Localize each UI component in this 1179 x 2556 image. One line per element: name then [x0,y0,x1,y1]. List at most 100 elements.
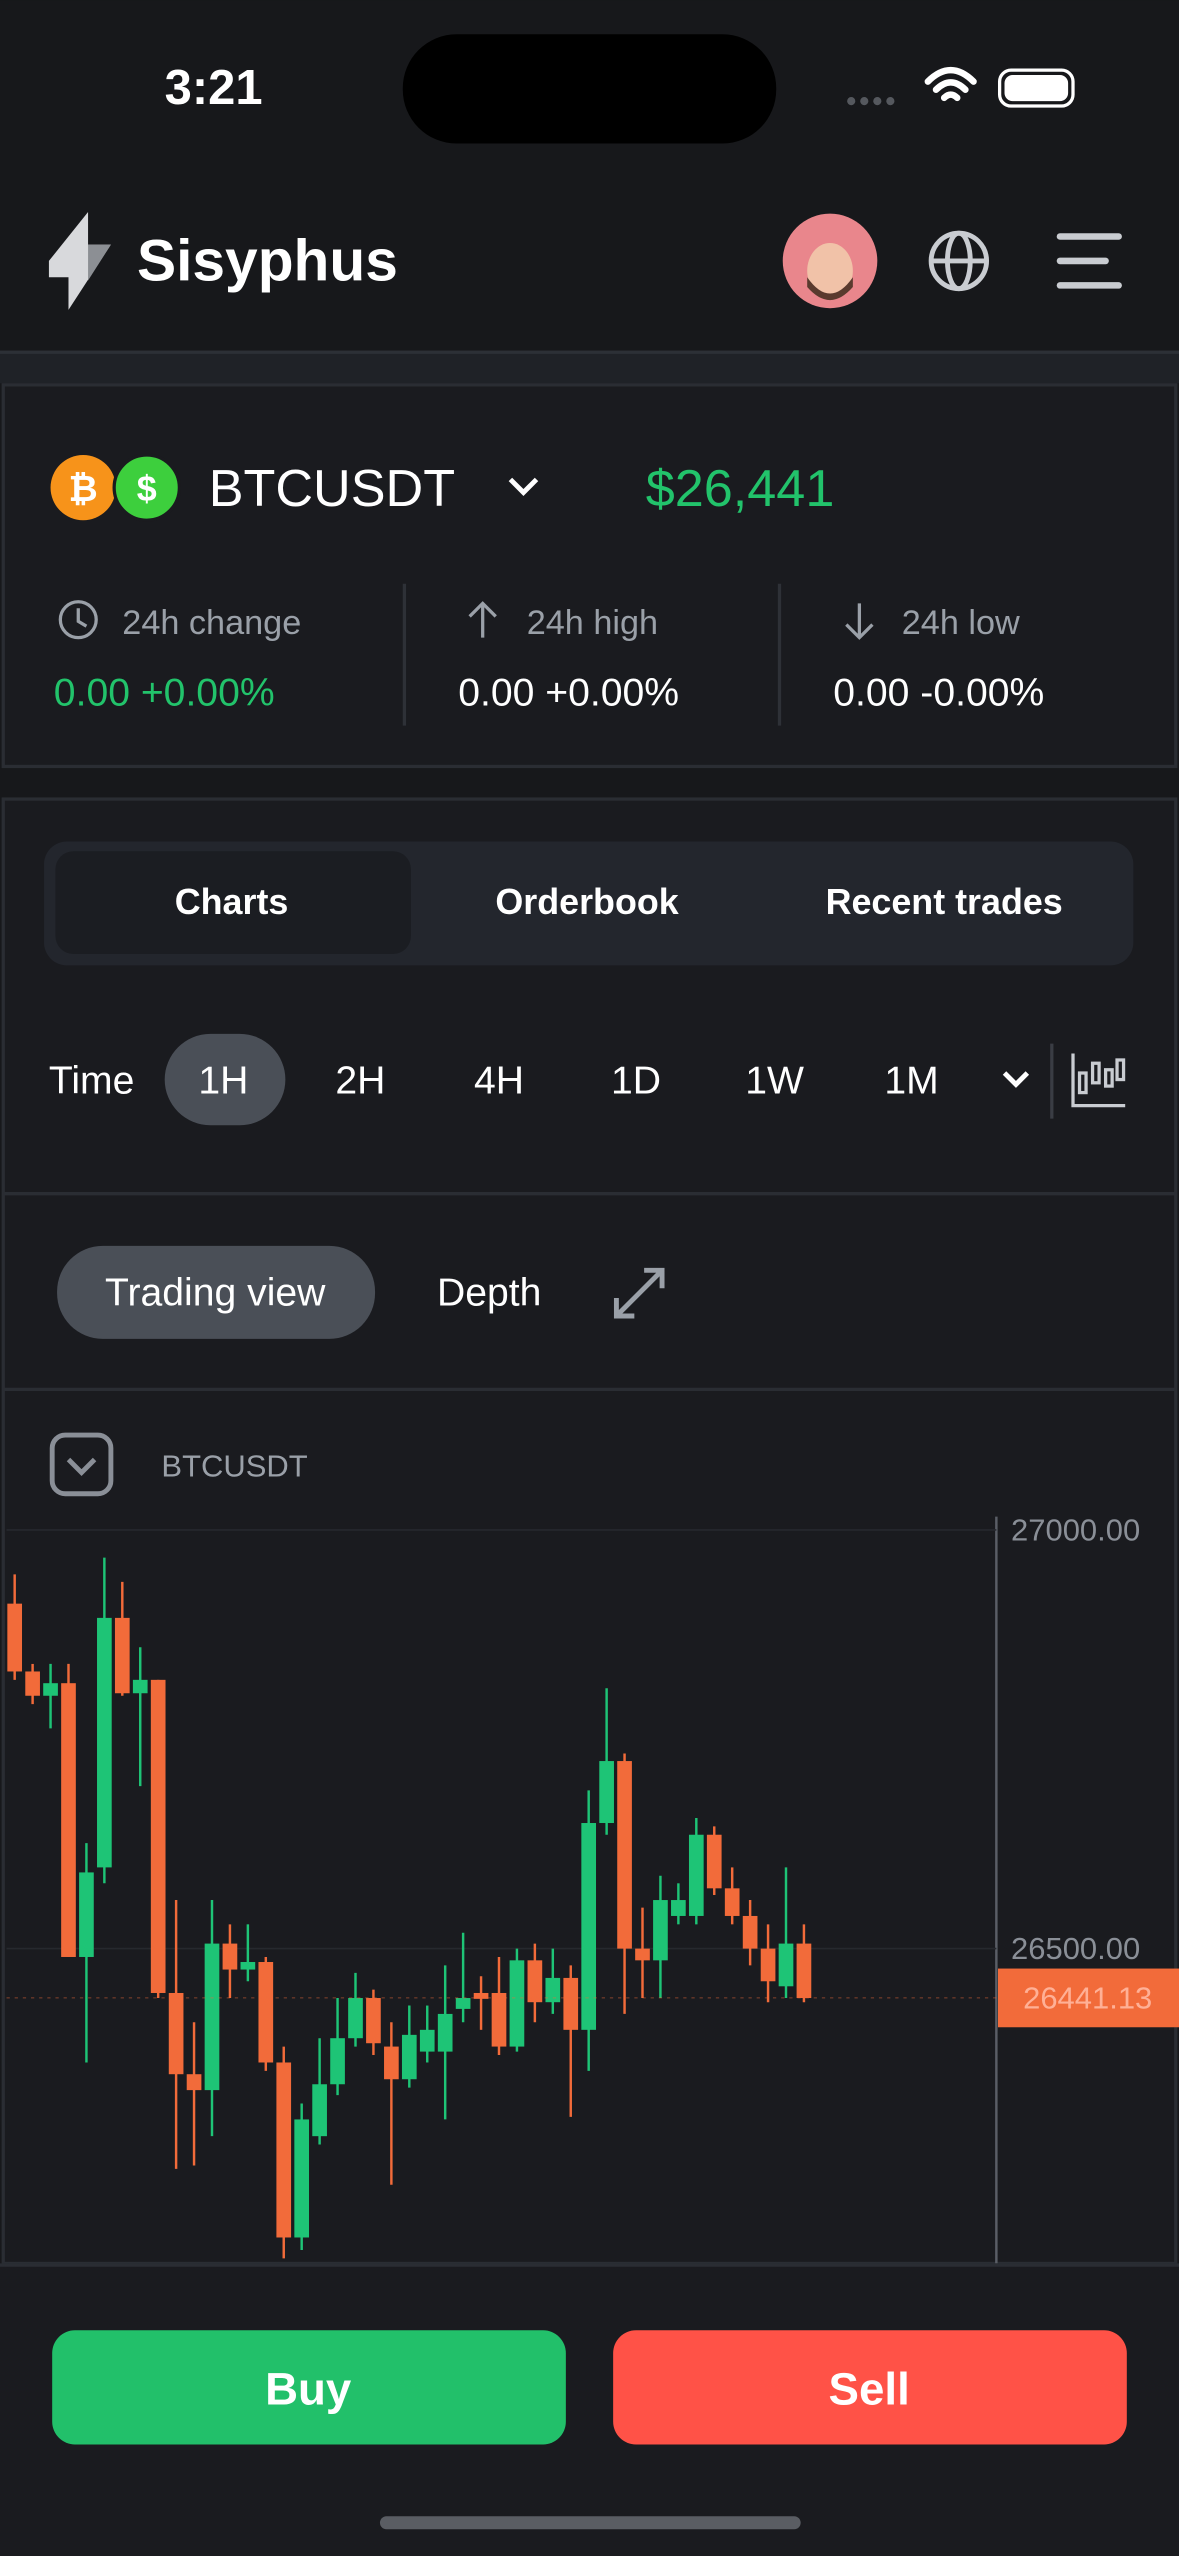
candle-body [25,1671,40,1696]
candle-body [724,1888,740,1916]
tab[interactable]: Recent trades [826,882,1063,922]
candle-body [599,1761,614,1824]
candle-body [114,1617,130,1694]
candle-body [79,1872,94,1957]
plot-area: 26500.00 27000.00 26441.13 [6,1512,1179,2259]
candle-body [348,1998,363,2039]
candle-body [150,1679,166,1993]
arrow-down-icon [845,603,874,640]
signal-dot [873,97,882,106]
sell-label[interactable]: Sell [829,2363,910,2414]
divider-band [0,350,1179,384]
candle-body [186,2074,202,2091]
chart-type-candle [1077,1071,1088,1095]
candle-body [168,1992,184,2075]
clock-icon [58,600,98,640]
candle-body [671,1900,686,1916]
menu-icon[interactable] [1056,233,1122,289]
view-toggle[interactable]: Trading view [105,1272,326,1315]
candle-body [204,1943,220,2091]
stat-label: 24h low [902,604,1020,642]
last-price-tag [997,1968,1179,2028]
candle-body [778,1943,794,1987]
time-option[interactable]: 1W [745,1060,804,1103]
wifi-icon [924,66,977,102]
stat-label: 24h change [122,604,301,642]
view-toggle[interactable]: Depth [437,1272,541,1315]
candle-body [7,1603,23,1672]
candle-body [491,1992,507,2047]
candle-body [473,1992,489,1999]
candle-body [419,2029,435,2052]
candle-body [437,2013,453,2052]
candle-body [276,2062,292,2238]
stat-value: 0.00 +0.00% [54,672,275,715]
candle-body [401,2034,417,2080]
candle-body [796,1943,812,1999]
candle-body [222,1943,238,1970]
active-tab-bg [55,851,411,954]
signal-dot [847,97,856,106]
time-option[interactable]: 1M [884,1060,938,1103]
candle-body [294,2119,310,2238]
time-option[interactable]: 1D [611,1060,661,1103]
buy-label[interactable]: Buy [265,2363,352,2414]
time-option[interactable]: 2H [335,1060,385,1103]
candle-body [760,1948,776,1982]
candle-body [563,1977,579,2030]
status-time: 3:21 [165,61,263,115]
more-options[interactable] [1002,1071,1030,1088]
home-indicator [379,2516,801,2530]
candle-body [240,1962,256,1970]
btc-icon [50,454,116,521]
candle-body [527,1960,543,2003]
candle-body [545,1977,561,2003]
tab[interactable]: Orderbook [495,882,678,922]
buy-button[interactable] [52,2330,566,2445]
tab[interactable]: Charts [175,882,289,922]
stat-label: 24h high [527,604,658,642]
brand-name: Sisyphus [137,228,398,293]
usd-symbol: $ [137,469,157,509]
logo[interactable] [48,212,111,310]
battery-level [1004,75,1069,102]
candle-body [366,1998,381,2044]
candle-body [706,1834,722,1889]
stat-value: 0.00 +0.00% [458,672,679,715]
candle-body [43,1683,58,1696]
ticker-panel [1,383,1178,769]
chart-type-icon[interactable] [1071,1053,1126,1108]
avatar-beard [807,277,853,301]
stat-value: 0.00 -0.00% [833,672,1044,715]
btc-symbol: ₿ [69,469,98,509]
expand-icon[interactable] [613,1267,665,1319]
candle-body [581,1823,597,2030]
chart-type-candle [1090,1061,1101,1085]
candle-body [132,1679,148,1694]
time-option[interactable]: 4H [474,1060,524,1103]
candle-body [312,2084,327,2137]
pair-dropdown[interactable] [508,477,539,496]
chart-title: BTCUSDT [161,1449,307,1484]
candle-body [61,1683,76,1957]
clock-hands [76,608,88,628]
usd-icon [112,453,182,522]
time-option[interactable]: 1H [198,1060,248,1103]
chart-type-candle [1103,1068,1114,1088]
candle-body [653,1900,668,1961]
arrow-up-icon [468,601,497,638]
candle-body [330,2038,345,2085]
candle-body [258,1962,274,2063]
collapse-icon[interactable] [49,1432,114,1497]
signal-icon [847,97,895,106]
candle-body [635,1948,650,1961]
signal-dot [886,97,895,106]
candle-body [617,1761,632,1949]
chart-type-candle [1115,1058,1126,1082]
pair-name[interactable]: BTCUSDT [209,460,455,518]
view-toggle-selected-bg [57,1245,376,1339]
candle-body [455,1998,471,2009]
sell-button[interactable] [613,2330,1127,2445]
